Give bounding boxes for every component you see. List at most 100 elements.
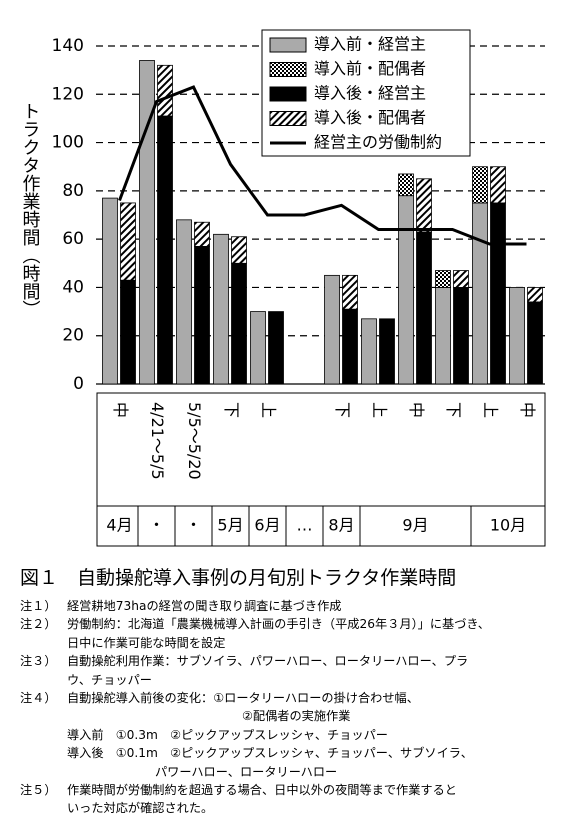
note-line: 労働制約：北海道「農業機械導入計画の手引き（平成26年３月）」に基づき、	[67, 617, 490, 632]
bar-segment	[398, 195, 414, 385]
x-tick-label: 上	[481, 402, 500, 418]
x-tick-label: 中	[111, 402, 130, 418]
note-line: いった対応が確認された。	[67, 801, 214, 816]
bar-segment	[157, 115, 173, 385]
bar-segment	[342, 308, 358, 385]
note-line: 導入後 ①0.1m ②ピックアップスレッシャ、チョッパー、サブソイラ、	[67, 746, 473, 761]
bar-segment	[120, 202, 136, 281]
bar-segment	[416, 231, 432, 385]
note-line: 自動操舵導入前後の変化：①ロータリーハローの掛け合わせ幅、	[67, 691, 419, 706]
legend-label: 導入前・配偶者	[314, 59, 426, 78]
bar-segment	[472, 166, 488, 204]
month-label: 4月	[106, 516, 132, 535]
notes: 注１） 経営耕地73haの経営の聞き取り調査に基づき作成 注２） 労働制約：北海道「農…	[20, 597, 490, 818]
y-axis-title: トラクタ作業時間（時間）	[20, 102, 41, 318]
note: 注５） 作業時間が労働制約を超過する場合、日中以外の夜間等まで作業すると いった対応…	[20, 781, 490, 818]
bar-segment	[213, 233, 229, 385]
note: 注３） 自動操舵利用作業：サブソイラ、パワーハロー、ロータリーハロー、プラ ウ、チョ…	[20, 652, 490, 689]
month-label: 6月	[254, 516, 280, 535]
note-line: 経営耕地73haの経営の聞き取り調査に基づき作成	[67, 599, 342, 613]
bar-segment	[490, 166, 506, 204]
caption: 図１ 自動操舵導入事例の月旬別トラクタ作業時間	[20, 567, 457, 589]
month-label: 5月	[217, 516, 243, 535]
legend-swatch	[269, 86, 307, 102]
bar-segment	[416, 178, 432, 233]
line	[118, 85, 527, 246]
x-tick-label: 下	[444, 402, 463, 418]
month-label: ・	[185, 516, 201, 535]
bar-segment	[342, 274, 358, 310]
bar-segment	[139, 60, 155, 385]
y-tick-label: 120	[52, 84, 84, 104]
x-tick-label: 中	[407, 402, 426, 418]
bar-segment	[509, 287, 525, 385]
bar-segment	[453, 270, 469, 288]
legend-label: 導入後・経営主	[314, 84, 426, 103]
note: 注２） 労働制約：北海道「農業機械導入計画の手引き（平成26年３月）」に基づき、日…	[20, 615, 490, 652]
note-label: 注４）	[20, 691, 57, 706]
x-tick-label: 5/5～5/20	[185, 402, 204, 480]
chart: トラクタ作業時間（時間） 0 20 40 60 80 100 120 140 中 4/21～5/5…	[20, 29, 546, 547]
legend-swatch	[269, 62, 307, 77]
bar-segment	[194, 245, 210, 385]
bar-segment	[231, 236, 247, 264]
note-label: 注２）	[20, 617, 57, 632]
bar-segment	[231, 262, 247, 385]
legend-label: 導入前・経営主	[314, 35, 426, 54]
bar-segment	[490, 202, 506, 385]
x-tick-label: 4/21～5/5	[148, 402, 167, 480]
x-tick-label: 下	[222, 402, 241, 418]
bar-segment	[102, 197, 118, 385]
bar-segment	[435, 270, 451, 288]
bar-segment	[361, 318, 377, 385]
bar-segment	[435, 287, 451, 385]
y-tick-label: 80	[62, 181, 84, 201]
note: 注１） 経営耕地73haの経営の聞き取り調査に基づき作成	[20, 597, 490, 615]
note-line: 導入前 ①0.3m ②ピックアップスレッシャ、チョッパー	[67, 727, 388, 742]
bar-segment	[453, 287, 469, 385]
bar-segment	[527, 301, 543, 385]
bar-segment	[379, 318, 395, 385]
bar-segment	[268, 311, 284, 385]
month-label: …	[297, 516, 313, 535]
legend-label: 経営主の労働制約	[314, 133, 442, 152]
y-tick-label: 0	[73, 374, 84, 394]
bar-segment	[472, 202, 488, 385]
bar-segment	[250, 311, 266, 385]
month-label: 9月	[402, 516, 428, 535]
bar-segment	[324, 274, 340, 385]
bar-segment	[176, 219, 192, 385]
x-tick-label: 上	[370, 402, 389, 418]
y-tick-label: 60	[62, 229, 84, 249]
legend-label: 導入後・配偶者	[314, 108, 426, 127]
legend-swatch	[269, 37, 307, 53]
note-label: 注３）	[20, 654, 57, 669]
bar-segment	[398, 173, 414, 197]
bar-segment	[157, 64, 173, 117]
bar-segment	[194, 221, 210, 247]
bar-segment	[527, 287, 543, 303]
legend-swatch	[269, 111, 307, 126]
note-line: パワーハロー、ロータリーハロー	[155, 764, 338, 779]
note-line: ②配偶者の実施作業	[242, 709, 351, 724]
x-tick-label: 中	[518, 402, 537, 418]
x-tick-label: 上	[259, 402, 278, 418]
y-tick-label: 20	[62, 326, 84, 346]
note-label: 注１）	[20, 599, 57, 613]
note-line: 作業時間が労働制約を超過する場合、日中以外の夜間等まで作業すると	[67, 783, 457, 798]
month-label: 8月	[328, 516, 354, 535]
note-label: 注５）	[20, 783, 57, 798]
bar-segment	[120, 279, 136, 385]
y-tick-label: 40	[62, 277, 84, 297]
note-line: ウ、チョッパー	[67, 672, 152, 687]
month-label: 10月	[490, 516, 526, 535]
y-tick-label: 100	[52, 133, 84, 153]
note-line: 日中に作業可能な時間を設定	[67, 635, 226, 650]
table-frame	[96, 392, 546, 547]
x-tick-label: 下	[333, 402, 352, 418]
month-label: ・	[148, 516, 164, 535]
note-line: 自動操舵利用作業：サブソイラ、パワーハロー、ロータリーハロー、プラ	[67, 654, 469, 669]
note: 注４） 自動操舵導入前後の変化：①ロータリーハローの掛け合わせ幅、 ②配偶者の実施作…	[20, 689, 490, 781]
y-tick-label: 140	[52, 36, 84, 56]
